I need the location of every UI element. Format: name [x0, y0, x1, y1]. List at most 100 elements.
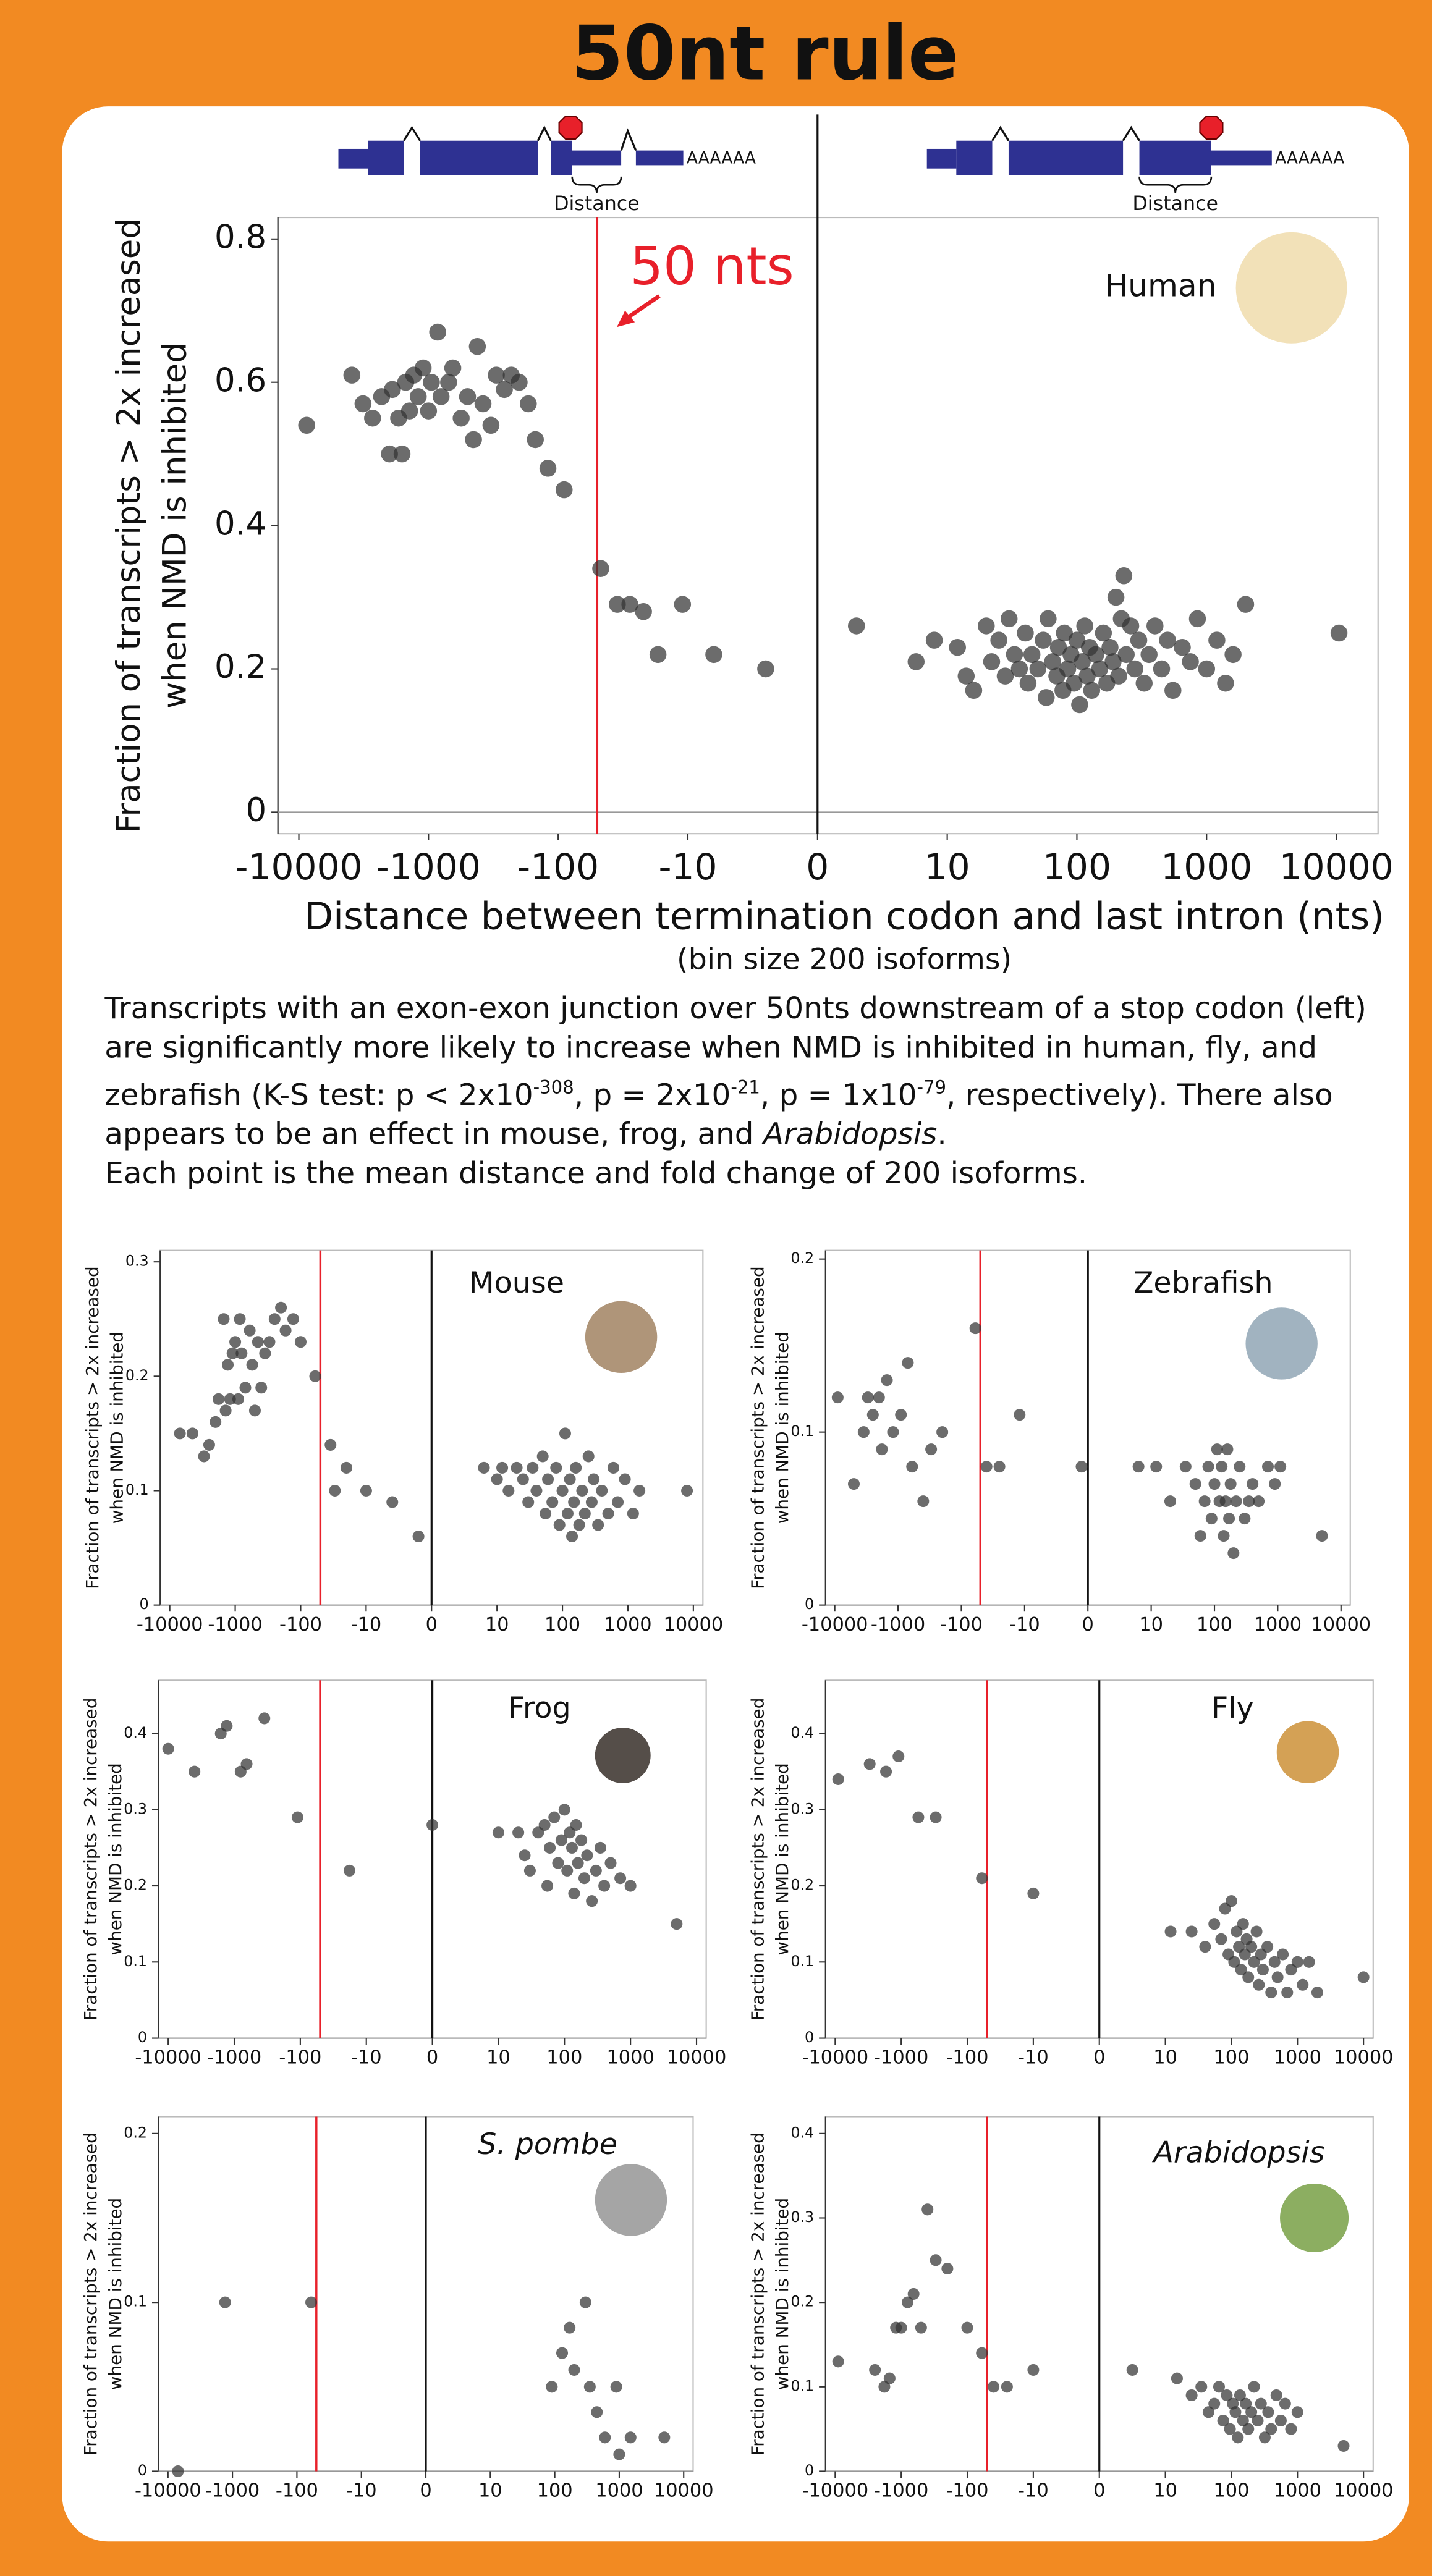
point: [1256, 1964, 1269, 1976]
species-icon: [1235, 232, 1347, 344]
point: [364, 409, 381, 427]
point: [996, 667, 1014, 685]
point: [881, 1374, 893, 1387]
x-tick-label: 100: [546, 2047, 582, 2069]
point: [1223, 1513, 1235, 1525]
x-tick-label: -10: [346, 2480, 377, 2502]
point: [633, 1484, 646, 1497]
y-tick-label: 0.4: [790, 1724, 814, 1741]
point: [1247, 1478, 1259, 1490]
polya-label: AAAAAA: [687, 148, 756, 167]
x-tick-label: 10000: [1334, 2047, 1394, 2069]
y-tick-label: 0.4: [124, 1724, 147, 1741]
point: [1224, 646, 1242, 664]
y-axis-label: Fraction of transcripts > 2x increased: [747, 2132, 768, 2456]
point: [162, 1742, 174, 1755]
point: [1150, 1461, 1163, 1473]
point: [988, 2381, 1000, 2393]
point: [1049, 638, 1067, 656]
point: [511, 1461, 523, 1474]
point: [1185, 1925, 1198, 1938]
y-tick-label: 0: [138, 2029, 147, 2046]
x-tick-label: 0: [426, 2047, 438, 2069]
point: [520, 395, 537, 413]
caption-text: , p = 2x10: [574, 1079, 731, 1113]
point: [863, 1758, 876, 1770]
y-axis-label: Fraction of transcripts > 2x increased: [747, 1698, 768, 2021]
x-tick-label: -1000: [205, 2480, 260, 2502]
point: [649, 646, 667, 664]
gene-diagram-right: [926, 115, 1272, 193]
y-axis-label: when NMD is inhibited: [105, 2198, 125, 2390]
point: [275, 1301, 287, 1314]
y-tick-label: 0: [805, 2462, 814, 2479]
x-tick-label: -10: [1018, 2480, 1049, 2502]
point: [609, 596, 626, 613]
point: [1078, 667, 1096, 685]
point: [570, 1818, 582, 1831]
caption-sup: -21: [731, 1077, 760, 1099]
caption-italic: Arabidopsis: [763, 1118, 938, 1153]
point: [544, 1841, 556, 1854]
point: [1225, 1895, 1237, 1907]
point: [566, 1841, 578, 1854]
point: [1243, 1495, 1255, 1508]
point: [1248, 2381, 1260, 2393]
point: [1185, 2389, 1198, 2401]
point: [1235, 1964, 1247, 1976]
point: [465, 431, 482, 449]
point: [221, 1720, 233, 1732]
point: [590, 1864, 602, 1877]
point: [578, 1507, 591, 1520]
point: [592, 560, 609, 577]
point: [627, 1507, 639, 1520]
point: [1027, 2363, 1040, 2376]
point: [536, 1450, 549, 1463]
y-axis-label: when NMD is inhibited: [772, 1332, 792, 1524]
point: [309, 1370, 321, 1382]
point: [993, 1461, 1006, 1473]
y-tick-label: 0.1: [124, 1953, 147, 1970]
point: [976, 2347, 988, 2359]
x-tick-label: 100: [1043, 846, 1111, 888]
x-tick-label: 10000: [654, 2480, 714, 2502]
point: [1262, 2406, 1274, 2418]
point: [384, 381, 401, 399]
point: [548, 1811, 561, 1823]
point: [1104, 653, 1122, 670]
point: [1245, 1941, 1258, 1953]
point: [624, 2431, 637, 2444]
point: [519, 1849, 531, 1862]
point: [619, 1473, 631, 1485]
point: [1250, 1925, 1263, 1938]
panel: [62, 106, 1409, 2542]
point: [546, 2381, 558, 2393]
y-tick-label: 0: [138, 2462, 147, 2479]
point: [674, 596, 692, 613]
point: [294, 1336, 307, 1348]
point: [1014, 1409, 1026, 1421]
point: [553, 1519, 566, 1531]
point: [604, 1857, 617, 1869]
point: [552, 1857, 564, 1869]
y-tick-label: 0.2: [124, 1877, 147, 1894]
point: [578, 1872, 590, 1885]
point: [343, 366, 361, 384]
caption-text: , p = 1x10: [760, 1079, 917, 1113]
point: [1006, 646, 1023, 664]
point: [1262, 1461, 1274, 1473]
x-tick-label: -100: [946, 2047, 989, 2069]
point: [921, 2203, 934, 2216]
point: [1217, 674, 1234, 692]
point: [541, 1880, 554, 1892]
point: [1182, 653, 1199, 670]
point: [186, 1427, 198, 1440]
species-icon: [595, 1727, 651, 1783]
point: [1245, 2406, 1258, 2418]
point: [969, 1322, 981, 1335]
point: [936, 1426, 949, 1438]
point: [602, 1507, 614, 1520]
x-tick-label: -10000: [802, 1614, 868, 1636]
x-tick-label: 10: [925, 846, 970, 888]
point: [527, 1461, 539, 1474]
